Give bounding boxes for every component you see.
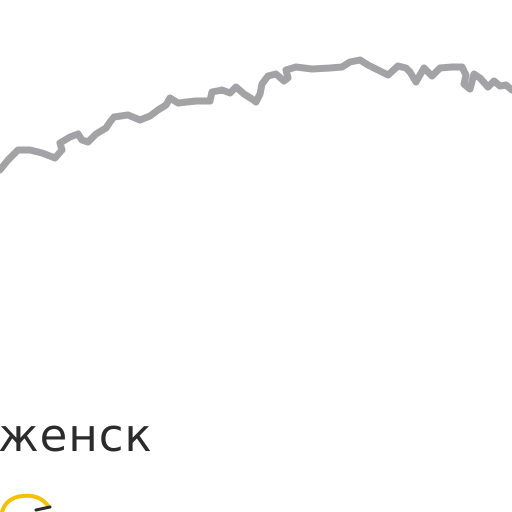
highway-shield-icon (0, 493, 50, 512)
highway-shield-inner-icon (34, 505, 52, 512)
border-line (0, 56, 512, 174)
city-label: дженск (0, 409, 153, 462)
